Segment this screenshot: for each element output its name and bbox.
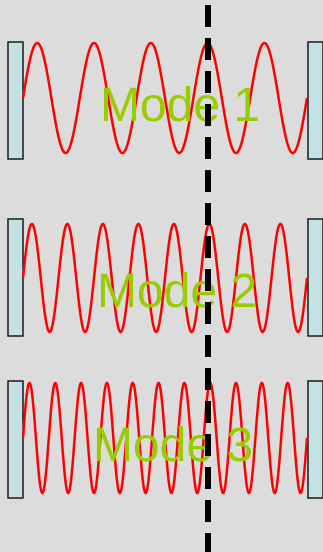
mode-1-label: Mode 1: [100, 79, 260, 132]
mode-1-left-mirror: [7, 41, 24, 160]
mode-1-group: Mode 1: [7, 41, 323, 160]
mode-3-group: Mode 3: [7, 380, 323, 499]
mode-1-standing-wave: [21, 41, 309, 155]
mode-2-left-mirror: [7, 218, 24, 337]
mode-3-standing-wave: [21, 381, 309, 495]
mode-3-label: Mode 3: [93, 419, 253, 472]
mode-1-right-mirror: [307, 41, 323, 160]
mode-2-label: Mode 2: [97, 265, 257, 318]
mode-2-group: Mode 2: [7, 218, 323, 337]
mode-3-right-mirror: [307, 380, 323, 499]
mode-2-right-mirror: [307, 218, 323, 337]
mode-3-left-mirror: [7, 380, 24, 499]
mode-2-standing-wave: [21, 222, 309, 334]
